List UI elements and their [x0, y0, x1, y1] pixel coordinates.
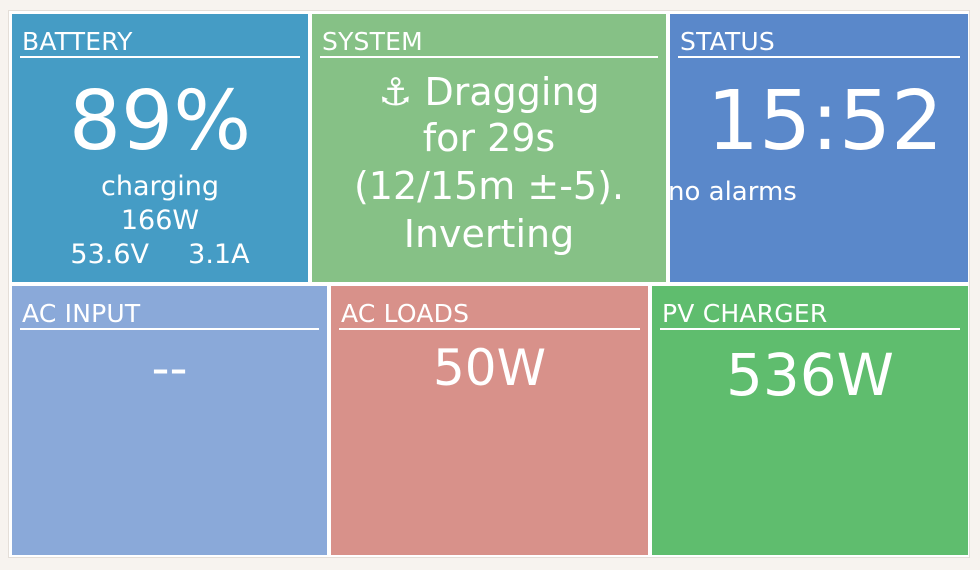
- system-line1-row: ⚓ Dragging: [312, 68, 666, 116]
- dashboard-frame: BATTERY 89% charging 166W 53.6V 3.1A SYS…: [8, 10, 970, 558]
- system-tile: SYSTEM ⚓ Dragging for 29s (12/15m ±-5). …: [312, 14, 666, 282]
- system-line2: for 29s: [422, 116, 556, 160]
- battery-voltage: 53.6V: [70, 239, 149, 270]
- ac-loads-tile: AC LOADS 50W: [331, 286, 648, 555]
- status-alarms: no alarms: [668, 177, 797, 207]
- battery-voltage-current: 53.6V 3.1A: [12, 238, 308, 272]
- battery-title: BATTERY: [20, 26, 300, 58]
- ac-input-tile: AC INPUT --: [12, 286, 327, 555]
- system-title: SYSTEM: [320, 26, 658, 58]
- ac-loads-title: AC LOADS: [339, 298, 640, 330]
- pv-charger-title: PV CHARGER: [660, 298, 960, 330]
- anchor-icon: ⚓: [378, 70, 413, 114]
- ac-loads-value: 50W: [432, 339, 547, 397]
- battery-state: charging: [100, 171, 220, 202]
- battery-current: 3.1A: [188, 239, 250, 270]
- status-time: 15:52: [706, 74, 944, 169]
- pv-charger-tile: PV CHARGER 536W: [652, 286, 968, 555]
- battery-percent: 89%: [68, 74, 252, 169]
- battery-tile: BATTERY 89% charging 166W 53.6V 3.1A: [12, 14, 308, 282]
- battery-power: 166W: [120, 205, 200, 236]
- status-title: STATUS: [678, 26, 960, 58]
- pv-charger-value: 536W: [725, 341, 895, 409]
- system-line1: Dragging: [424, 70, 600, 114]
- ac-input-title: AC INPUT: [20, 298, 319, 330]
- status-tile: STATUS 15:52 no alarms: [668, 14, 968, 282]
- system-line4: Inverting: [403, 212, 575, 256]
- ac-input-value: --: [151, 339, 188, 397]
- system-line3: (12/15m ±-5).: [353, 164, 625, 208]
